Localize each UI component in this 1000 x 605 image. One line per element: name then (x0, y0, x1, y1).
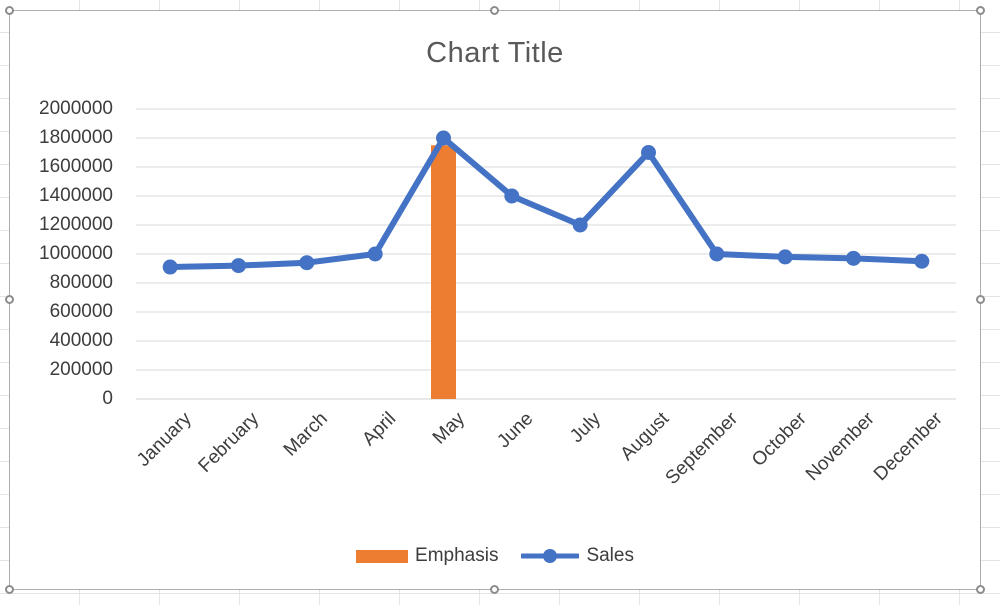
y-tick-label: 400000 (49, 330, 113, 351)
data-point-marker[interactable] (572, 217, 588, 233)
y-tick-label: 0 (102, 388, 113, 409)
selection-handle-top-left[interactable] (5, 6, 14, 15)
y-tick-label: 200000 (49, 359, 113, 380)
data-point-marker[interactable] (436, 130, 451, 146)
legend-item-emphasis[interactable]: Emphasis (356, 545, 498, 567)
y-tick-label: 1000000 (39, 243, 113, 264)
sales-swatch-icon (521, 549, 580, 563)
legend[interactable]: Emphasis Sales (10, 545, 980, 567)
y-tick-label: 1200000 (39, 214, 113, 235)
chart-title[interactable]: Chart Title (426, 37, 564, 69)
chart-object[interactable]: Chart Title 0 200000 400000 600000 800000 100… (5, 6, 985, 594)
y-tick-label: 600000 (49, 301, 113, 322)
plot-area[interactable] (10, 11, 982, 591)
y-tick-label: 1800000 (39, 127, 113, 148)
selection-handle-middle-right[interactable] (976, 295, 985, 304)
selection-handle-top-right[interactable] (976, 6, 985, 15)
y-tick-label: 800000 (49, 272, 113, 293)
data-point-marker[interactable] (504, 188, 520, 204)
y-tick-label: 2000000 (39, 98, 113, 119)
emphasis-bar[interactable] (431, 145, 456, 399)
selection-handle-bottom-middle[interactable] (490, 585, 499, 594)
data-point-marker[interactable] (641, 145, 656, 160)
y-tick-label: 1400000 (39, 185, 113, 206)
selection-handle-middle-left[interactable] (5, 295, 14, 304)
data-point-marker[interactable] (914, 253, 930, 269)
emphasis-swatch-icon (356, 549, 409, 563)
selection-handle-top-middle[interactable] (490, 6, 499, 15)
data-point-marker[interactable] (299, 255, 315, 271)
data-point-marker[interactable] (231, 258, 246, 274)
legend-label: Emphasis (415, 545, 499, 566)
data-point-marker[interactable] (709, 246, 725, 262)
data-point-marker[interactable] (367, 246, 383, 262)
selection-handle-bottom-left[interactable] (5, 585, 14, 594)
data-point-marker[interactable] (846, 250, 861, 266)
data-point-marker[interactable] (777, 249, 793, 265)
legend-item-sales[interactable]: Sales (521, 545, 634, 567)
sales-line[interactable] (167, 135, 925, 271)
selection-handle-bottom-right[interactable] (976, 585, 985, 594)
data-point-marker[interactable] (162, 259, 178, 275)
y-tick-label: 1600000 (39, 156, 113, 177)
legend-label: Sales (586, 545, 634, 566)
